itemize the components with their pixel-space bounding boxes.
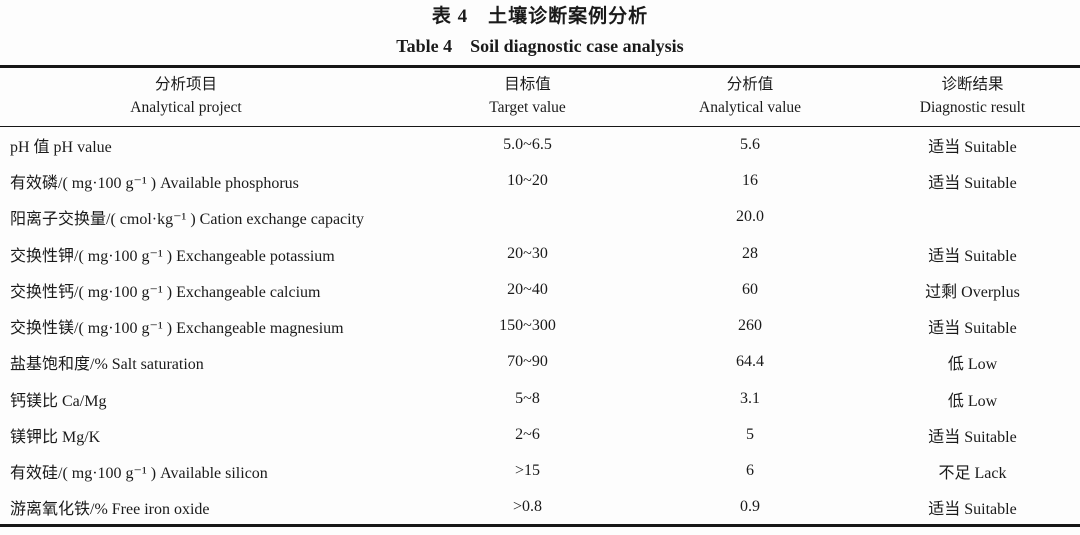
column-header-zh: 分析值: [726, 76, 774, 93]
column-header-analytical-project: 分析项目 Analytical project: [0, 66, 420, 127]
cell-diagnostic: 适当 Suitable: [928, 429, 1017, 447]
cell-analytical: 5: [746, 426, 754, 444]
column-header-analytical-value: 分析值 Analytical value: [635, 66, 865, 127]
cell-project: 交换性钙/( mg·100 g⁻¹ ) Exchangeable calcium: [10, 283, 321, 301]
cell-analytical: 3.1: [740, 389, 760, 407]
cell-diagnostic: 适当 Suitable: [928, 320, 1017, 338]
cell-target: >0.8: [512, 497, 543, 515]
cell-target: 70~90: [507, 353, 548, 371]
table-title-en: Table 4 Soil diagnostic case analysis: [396, 36, 684, 56]
cell-diagnostic: 适当 Suitable: [928, 138, 1017, 156]
table-row: 盐基饱和度/% Salt saturation 70~90 64.4 低 Low: [0, 344, 1080, 380]
cell-diagnostic: 适当 Suitable: [928, 247, 1017, 265]
table-row: pH 值 pH value 5.0~6.5 5.6 适当 Suitable: [0, 127, 1080, 163]
column-header-diagnostic-result: 诊断结果 Diagnostic result: [865, 66, 1080, 127]
cell-project: 交换性钾/( mg·100 g⁻¹ ) Exchangeable potassi…: [10, 247, 335, 265]
cell-analytical: 60: [742, 280, 758, 298]
cell-project: 镁钾比 Mg/K: [10, 429, 101, 447]
table-title-zh: 表 4 土壤诊断案例分析: [431, 6, 649, 27]
table-row: 钙镁比 Ca/Mg 5~8 3.1 低 Low: [0, 381, 1080, 417]
column-header-target-value: 目标值 Target value: [420, 66, 635, 127]
table-row: 交换性钾/( mg·100 g⁻¹ ) Exchangeable potassi…: [0, 235, 1080, 271]
cell-project: 盐基饱和度/% Salt saturation: [10, 356, 204, 374]
cell-target: 150~300: [499, 317, 556, 335]
cell-analytical: 20.0: [736, 208, 764, 226]
table-row: 有效磷/( mg·100 g⁻¹ ) Available phosphorus 1…: [0, 163, 1080, 199]
cell-target: [420, 199, 635, 235]
cell-target: >15: [514, 462, 541, 480]
soil-diagnostic-table: 分析项目 Analytical project 目标值 Target value…: [0, 65, 1080, 528]
table-row: 阳离子交换量/( cmol·kg⁻¹ ) Cation exchange cap…: [0, 199, 1080, 235]
column-header-zh: 诊断结果: [941, 76, 1004, 93]
column-header-zh: 目标值: [504, 76, 551, 93]
cell-project: 有效硅/( mg·100 g⁻¹ ) Available silicon: [10, 465, 268, 483]
cell-project: 钙镁比 Ca/Mg: [10, 392, 107, 410]
cell-diagnostic: 不足 Lack: [938, 465, 1007, 483]
table-row: 交换性镁/( mg·100 g⁻¹ ) Exchangeable magnesi…: [0, 308, 1080, 344]
table-row: 游离氧化铁/% Free iron oxide >0.8 0.9 适当 Suitabl…: [0, 489, 1080, 525]
column-header-en: Target value: [489, 99, 566, 116]
cell-analytical: 5.6: [740, 135, 760, 153]
cell-diagnostic: 过剩 Overplus: [925, 283, 1020, 301]
cell-project: 游离氧化铁/% Free iron oxide: [10, 500, 210, 518]
cell-target: 20~30: [507, 244, 548, 262]
cell-project: pH 值 pH value: [10, 138, 112, 156]
column-header-zh: 分析项目: [154, 76, 217, 93]
cell-target: 5~8: [515, 389, 540, 407]
cell-target: 5.0~6.5: [503, 135, 552, 153]
cell-diagnostic: 适当 Suitable: [928, 174, 1017, 192]
column-header-en: Analytical project: [130, 99, 242, 116]
cell-target: 20~40: [507, 280, 548, 298]
cell-target: 2~6: [515, 426, 540, 444]
cell-project: 交换性镁/( mg·100 g⁻¹ ) Exchangeable magnesi…: [10, 320, 344, 338]
table-body: pH 值 pH value 5.0~6.5 5.6 适当 Suitable 有效磷/( …: [0, 127, 1080, 526]
table-row: 镁钾比 Mg/K 2~6 5 适当 Suitable: [0, 417, 1080, 453]
cell-diagnostic: 低 Low: [947, 392, 998, 410]
cell-target: 10~20: [507, 171, 548, 189]
cell-analytical: 260: [738, 317, 762, 335]
cell-project: 有效磷/( mg·100 g⁻¹ ) Available phosphorus: [10, 174, 299, 192]
cell-analytical: 28: [742, 244, 758, 262]
header-row: 分析项目 Analytical project 目标值 Target value…: [0, 66, 1080, 127]
column-header-en: Diagnostic result: [919, 99, 1026, 116]
table-row: 有效硅/( mg·100 g⁻¹ ) Available silicon >15 6…: [0, 453, 1080, 489]
column-header-en: Analytical value: [699, 99, 801, 116]
cell-project: 阳离子交换量/( cmol·kg⁻¹ ) Cation exchange cap…: [10, 211, 365, 229]
table-header: 分析项目 Analytical project 目标值 Target value…: [0, 66, 1080, 127]
cell-diagnostic: 适当 Suitable: [928, 500, 1017, 518]
cell-analytical: 6: [746, 462, 754, 480]
cell-diagnostic: 低 Low: [947, 356, 998, 374]
cell-analytical: 0.9: [740, 497, 760, 515]
cell-analytical: 64.4: [736, 353, 764, 371]
cell-analytical: 16: [742, 171, 758, 189]
table-row: 交换性钙/( mg·100 g⁻¹ ) Exchangeable calcium…: [0, 272, 1080, 308]
cell-diagnostic: [865, 199, 1080, 235]
